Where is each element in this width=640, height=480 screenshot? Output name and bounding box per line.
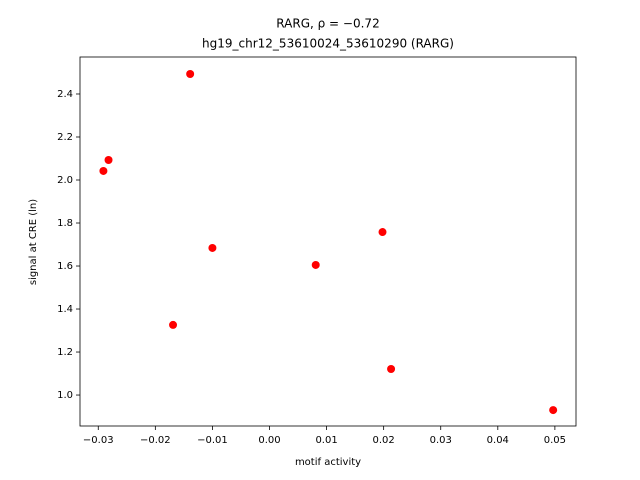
chart-subtitle: hg19_chr12_53610024_53610290 (RARG)	[202, 37, 454, 51]
y-axis-label: signal at CRE (ln)	[28, 199, 39, 285]
y-tick-label: 1.2	[57, 347, 73, 358]
x-tick-label: 0.02	[373, 435, 395, 446]
y-tick-label: 1.4	[57, 304, 73, 315]
point	[549, 406, 558, 415]
point	[378, 228, 387, 237]
point	[387, 365, 396, 374]
point	[208, 243, 217, 252]
y-tick-label: 2.4	[57, 89, 73, 100]
point	[99, 166, 108, 175]
point	[169, 320, 178, 329]
point	[104, 156, 113, 165]
x-tick-label: 0.03	[430, 435, 452, 446]
x-tick-label: 0.05	[544, 435, 566, 446]
x-tick-label: 0.00	[258, 435, 280, 446]
chart-title: RARG, ρ = −0.72	[276, 17, 379, 31]
y-tick-label: 1.8	[57, 218, 73, 229]
y-tick-label: 1.6	[57, 261, 73, 272]
x-axis-label: motif activity	[295, 457, 361, 468]
x-tick-label: −0.02	[140, 435, 171, 446]
point	[186, 69, 195, 78]
y-tick-label: 2.0	[57, 175, 73, 186]
x-tick-label: 0.01	[315, 435, 337, 446]
x-tick-label: −0.03	[83, 435, 114, 446]
point	[311, 260, 320, 269]
x-tick-label: −0.01	[197, 435, 228, 446]
plot-frame	[79, 56, 577, 427]
x-tick-label: 0.04	[487, 435, 509, 446]
y-tick-label: 1.0	[57, 390, 73, 401]
y-tick-label: 2.2	[57, 132, 73, 143]
